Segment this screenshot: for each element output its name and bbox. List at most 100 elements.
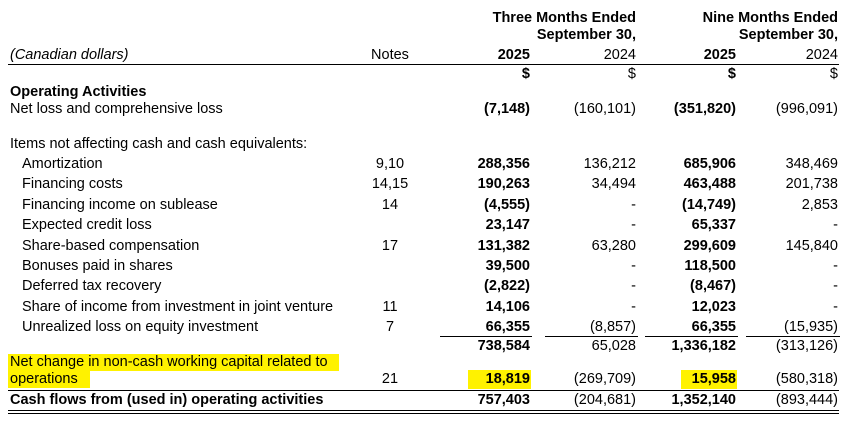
item-value-v1: 288,356 [477, 156, 530, 172]
working-capital-v4: (580,318) [775, 371, 838, 387]
subtotal-rule-col2 [545, 336, 638, 337]
item-value-v4: - [833, 278, 838, 294]
item-label: Share of income from investment in joint… [22, 299, 334, 315]
working-capital-label-line1: Net change in non-cash working capital r… [10, 354, 328, 370]
subtotal-rule-col4 [746, 336, 840, 337]
item-value-v3: 12,023 [691, 299, 736, 315]
subtotal-rule-col1 [440, 336, 532, 337]
currency-col4: $ [829, 66, 838, 82]
highlight-v1 [468, 370, 531, 389]
item-value-v1: 66,355 [485, 319, 530, 335]
units-label: (Canadian dollars) [10, 47, 129, 63]
highlight-label-line1 [8, 354, 339, 371]
highlight-label-line2 [8, 371, 90, 388]
item-value-v3: 685,906 [683, 156, 736, 172]
item-value-v4: 348,469 [785, 156, 838, 172]
item-value-v1: 23,147 [485, 217, 530, 233]
item-value-v3: 65,337 [691, 217, 736, 233]
currency-col2: $ [627, 66, 636, 82]
currency-col1: $ [521, 66, 530, 82]
subtotal-v1: 738,584 [477, 338, 530, 354]
item-value-v4: 201,738 [785, 176, 838, 192]
highlight-v3 [681, 370, 737, 389]
item-value-v2: - [631, 278, 636, 294]
working-capital-label-line2: operations [10, 371, 78, 387]
item-value-v2: (8,857) [590, 319, 636, 335]
item-label: Financing income on sublease [22, 197, 218, 213]
item-label: Bonuses paid in shares [22, 258, 173, 274]
item-value-v2: - [631, 197, 636, 213]
item-value-v1: (2,822) [484, 278, 530, 294]
total-v1: 757,403 [477, 392, 530, 408]
item-value-v1: 131,382 [477, 238, 530, 254]
three-months-header-line1: Three Months Ended [492, 10, 636, 26]
item-value-v4: - [833, 217, 838, 233]
item-label: Amortization [22, 156, 103, 172]
item-value-v3: 463,488 [683, 176, 736, 192]
item-value-v3: (14,749) [681, 197, 736, 213]
item-value-v4: (15,935) [783, 319, 838, 335]
working-capital-note: 21 [381, 371, 399, 387]
item-value-v3: 299,609 [683, 238, 736, 254]
item-label: Deferred tax recovery [22, 278, 162, 294]
item-value-v3: 66,355 [691, 319, 736, 335]
item-label: Expected credit loss [22, 217, 152, 233]
total-bottom-rule-1 [8, 410, 839, 411]
notes-header: Notes [371, 47, 409, 63]
net-loss-label: Net loss and comprehensive loss [10, 101, 223, 117]
header-underline [8, 64, 839, 65]
item-value-v3: 118,500 [684, 258, 736, 274]
item-value-v2: - [631, 217, 636, 233]
item-value-v2: 136,212 [583, 156, 636, 172]
total-v2: (204,681) [573, 392, 636, 408]
item-label: Unrealized loss on equity investment [22, 319, 259, 335]
items-heading: Items not affecting cash and cash equiva… [10, 136, 308, 152]
item-value-v4: 145,840 [785, 238, 838, 254]
item-note: 9,10 [375, 156, 405, 172]
col-2024-three-months: 2024 [603, 47, 636, 63]
currency-col3: $ [727, 66, 736, 82]
nine-months-header-line1: Nine Months Ended [702, 10, 838, 26]
working-capital-v1: 18,819 [485, 371, 530, 387]
subtotal-rule-col3 [645, 336, 738, 337]
item-note: 14 [381, 197, 399, 213]
total-bottom-rule-2 [8, 413, 839, 414]
total-v4: (893,444) [775, 392, 838, 408]
item-value-v2: 63,280 [591, 238, 636, 254]
item-value-v1: (4,555) [484, 197, 530, 213]
col-2025-three-months: 2025 [497, 47, 530, 63]
item-note: 17 [381, 238, 399, 254]
net-loss-v1: (7,148) [484, 101, 530, 117]
net-loss-v4: (996,091) [775, 101, 838, 117]
item-value-v1: 39,500 [485, 258, 530, 274]
working-capital-v3: 15,958 [691, 371, 736, 387]
total-v3: 1,352,140 [671, 392, 736, 408]
total-top-rule [8, 390, 839, 391]
item-value-v1: 190,263 [477, 176, 530, 192]
section-title: Operating Activities [10, 84, 147, 100]
total-label: Cash flows from (used in) operating acti… [10, 392, 324, 408]
working-capital-v2: (269,709) [573, 371, 636, 387]
item-value-v2: - [631, 299, 636, 315]
net-loss-v3: (351,820) [673, 101, 736, 117]
nine-months-header-line2: September 30, [738, 27, 838, 43]
item-note: 14,15 [371, 176, 409, 192]
item-value-v2: 34,494 [591, 176, 636, 192]
item-value-v4: - [833, 258, 838, 274]
subtotal-v3: 1,336,182 [671, 338, 736, 354]
item-value-v3: (8,467) [690, 278, 736, 294]
item-label: Share-based compensation [22, 238, 200, 254]
col-2024-nine-months: 2024 [805, 47, 838, 63]
net-loss-v2: (160,101) [573, 101, 636, 117]
item-value-v2: - [631, 258, 636, 274]
item-note: 11 [382, 299, 398, 315]
item-note: 7 [385, 319, 395, 335]
item-value-v4: - [833, 299, 838, 315]
item-label: Financing costs [22, 176, 123, 192]
subtotal-v2: 65,028 [591, 338, 636, 354]
col-2025-nine-months: 2025 [703, 47, 736, 63]
three-months-header-line2: September 30, [536, 27, 636, 43]
subtotal-v4: (313,126) [775, 338, 838, 354]
item-value-v1: 14,106 [485, 299, 530, 315]
item-value-v4: 2,853 [801, 197, 838, 213]
